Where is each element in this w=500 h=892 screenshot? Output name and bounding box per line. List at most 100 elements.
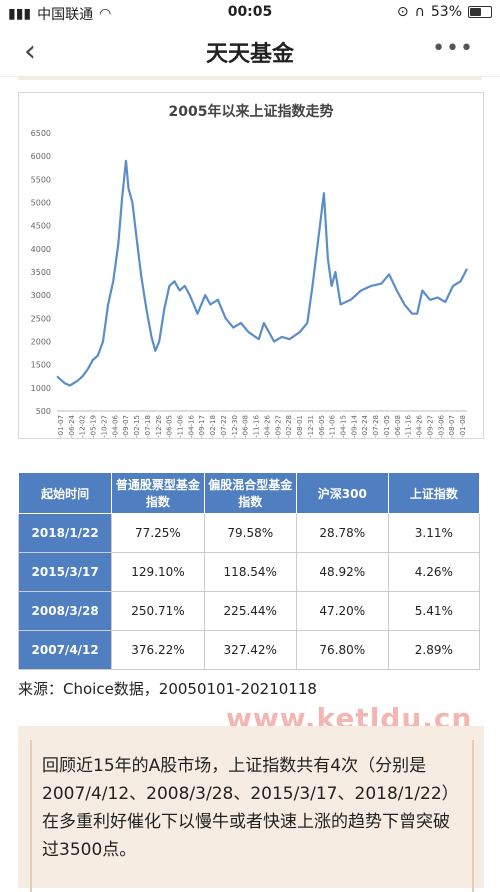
chart-card: 2005年以来上证指数走势 6500 6000 5500 5000 4500 4000 35…	[18, 92, 484, 439]
table-row: 2018/1/22 77.25% 79.58% 28.78% 3.11%	[17, 513, 481, 553]
x-tick-label: 2007-09-07	[122, 415, 130, 438]
x-tick-label: 2015-11-06	[329, 414, 337, 438]
table-cell: 76.80%	[295, 630, 389, 670]
x-tick-label: 2009-11-06	[177, 414, 185, 438]
status-left: ▮▮▮ 中国联通 ◠	[8, 4, 111, 24]
x-tick-label: 2021-01-08	[459, 415, 467, 438]
table-cell: 48.92%	[295, 552, 389, 592]
y-tick-label: 5000	[31, 199, 51, 208]
x-tick-label: 2012-06-08	[242, 415, 250, 438]
x-tick-label: 2016-09-14	[350, 414, 358, 438]
lock-rotation-icon: ⊙	[396, 4, 409, 20]
table-row: 2007/4/12 376.22% 327.42% 76.80% 2.89%	[17, 630, 481, 670]
x-tick-label: 2017-02-24	[361, 414, 369, 438]
battery-percent: 53%	[430, 4, 462, 20]
signal-icon: ▮▮▮	[8, 6, 32, 22]
y-tick-label: 5500	[31, 175, 51, 184]
data-source-text: 来源：Choice数据，20050101-20210118	[18, 680, 317, 698]
x-tick-label: 2008-07-18	[144, 415, 152, 438]
table-cell-date: 2007/4/12	[17, 630, 113, 670]
table-cell: 118.54%	[203, 552, 297, 592]
x-tick-label: 2018-01-05	[383, 415, 391, 438]
table-row: 2008/3/28 250.71% 225.44% 47.20% 5.41%	[17, 591, 481, 631]
y-tick-label: 3500	[31, 268, 51, 277]
page-title: 天天基金	[205, 42, 294, 67]
top-banner-strip	[18, 76, 482, 80]
line-chart: 6500 6000 5500 5000 4500 4000 3500 3000 2500 2000…	[31, 129, 468, 438]
x-tick-label: 2005-06-24	[68, 414, 76, 438]
table-cell: 47.20%	[295, 591, 389, 631]
chart-title: 2005年以来上证指数走势	[168, 104, 334, 120]
x-tick-label: 2005-12-02	[79, 415, 87, 438]
table-cell: 250.71%	[111, 591, 205, 631]
table-cell: 77.25%	[111, 513, 205, 553]
headphones-icon: ∩	[414, 4, 425, 20]
x-tick-label: 2016-04-15	[339, 415, 347, 438]
x-tick-label: 2007-04-06	[111, 414, 119, 438]
table-cell: 376.22%	[111, 630, 205, 670]
table-header: 上证指数	[387, 472, 481, 514]
x-tick-label: 2010-09-17	[198, 415, 206, 438]
carrier-label: 中国联通	[37, 7, 94, 23]
table-cell: 225.44%	[203, 591, 297, 631]
y-tick-label: 1000	[31, 384, 51, 393]
table-header: 沪深300	[295, 472, 389, 514]
y-tick-label: 6500	[31, 129, 51, 138]
table-cell: 327.42%	[203, 630, 297, 670]
table-cell-date: 2018/1/22	[17, 513, 113, 553]
x-tick-label: 2009-06-05	[166, 415, 174, 438]
x-tick-label: 2013-09-27	[274, 415, 282, 438]
x-tick-label: 2010-04-16	[187, 414, 195, 438]
x-tick-label: 2011-07-22	[220, 415, 228, 438]
status-bar: ▮▮▮ 中国联通 ◠ 00:05 ⊙ ∩ 53%	[0, 0, 500, 24]
table-cell-date: 2015/3/17	[17, 552, 113, 592]
y-tick-label: 500	[36, 407, 51, 416]
x-tick-label: 2006-05-19	[90, 415, 98, 438]
y-tick-label: 2000	[31, 338, 51, 347]
table-cell: 79.58%	[203, 513, 297, 553]
status-right: ⊙ ∩ 53%	[397, 4, 492, 20]
x-tick-label: 2011-12-30	[231, 415, 239, 438]
table-cell: 2.89%	[387, 630, 481, 670]
wifi-icon: ◠	[99, 6, 112, 22]
x-tick-label: 2014-08-01	[296, 415, 304, 438]
series-line	[56, 159, 468, 387]
table-header: 起始时间	[17, 472, 113, 514]
table-header: 普通股票型基金指数	[111, 472, 205, 514]
more-horizontal-icon[interactable]: •••	[432, 36, 474, 61]
y-tick-label: 6000	[31, 152, 51, 161]
table-cell: 3.11%	[387, 513, 481, 553]
table-header: 偏股混合型基金指数	[203, 472, 297, 514]
x-tick-label: 2018-06-08	[394, 415, 402, 438]
table-header-row: 起始时间 普通股票型基金指数 偏股混合型基金指数 沪深300 上证指数	[17, 472, 481, 514]
chevron-left-icon[interactable]: ‹	[24, 34, 36, 69]
y-tick-label: 2500	[31, 314, 51, 323]
note-text: 回顾近15年的A股市场，上证指数共有4次（分别是2007/4/12、2008/3…	[30, 740, 474, 892]
x-tick-label: 2014-02-28	[285, 415, 293, 438]
note-card	[18, 726, 484, 888]
y-tick-label: 3000	[31, 291, 51, 300]
y-tick-label: 4500	[31, 222, 51, 231]
x-tick-label: 2014-12-31	[307, 415, 315, 438]
table-cell: 4.26%	[387, 552, 481, 592]
x-tick-label: 2018-11-16	[405, 414, 413, 438]
x-tick-label: 2008-12-26	[155, 414, 163, 438]
table-cell-date: 2008/3/28	[17, 591, 113, 631]
table-cell: 28.78%	[295, 513, 389, 553]
x-tick-label: 2015-06-05	[318, 415, 326, 438]
battery-icon	[468, 6, 492, 18]
x-tick-label: 2011-02-18	[209, 415, 217, 438]
status-time: 00:05	[227, 4, 273, 20]
x-tick-label: 2017-07-28	[372, 415, 380, 438]
table-cell: 5.41%	[387, 591, 481, 631]
x-tick-label: 2008-02-15	[133, 415, 141, 438]
x-tick-label: 2020-08-07	[448, 415, 456, 438]
x-tick-label: 2006-10-27	[100, 415, 108, 438]
y-tick-label: 1500	[31, 361, 51, 370]
returns-table: 起始时间 普通股票型基金指数 偏股混合型基金指数 沪深300 上证指数 2018…	[17, 472, 481, 670]
nav-bar: ‹ 天天基金 •••	[0, 26, 500, 77]
battery-fill	[470, 8, 481, 16]
x-tick-label: 2012-11-16	[253, 414, 261, 438]
x-tick-label: 2020-03-06	[437, 414, 445, 438]
x-tick-label: 2019-09-27	[426, 415, 434, 438]
